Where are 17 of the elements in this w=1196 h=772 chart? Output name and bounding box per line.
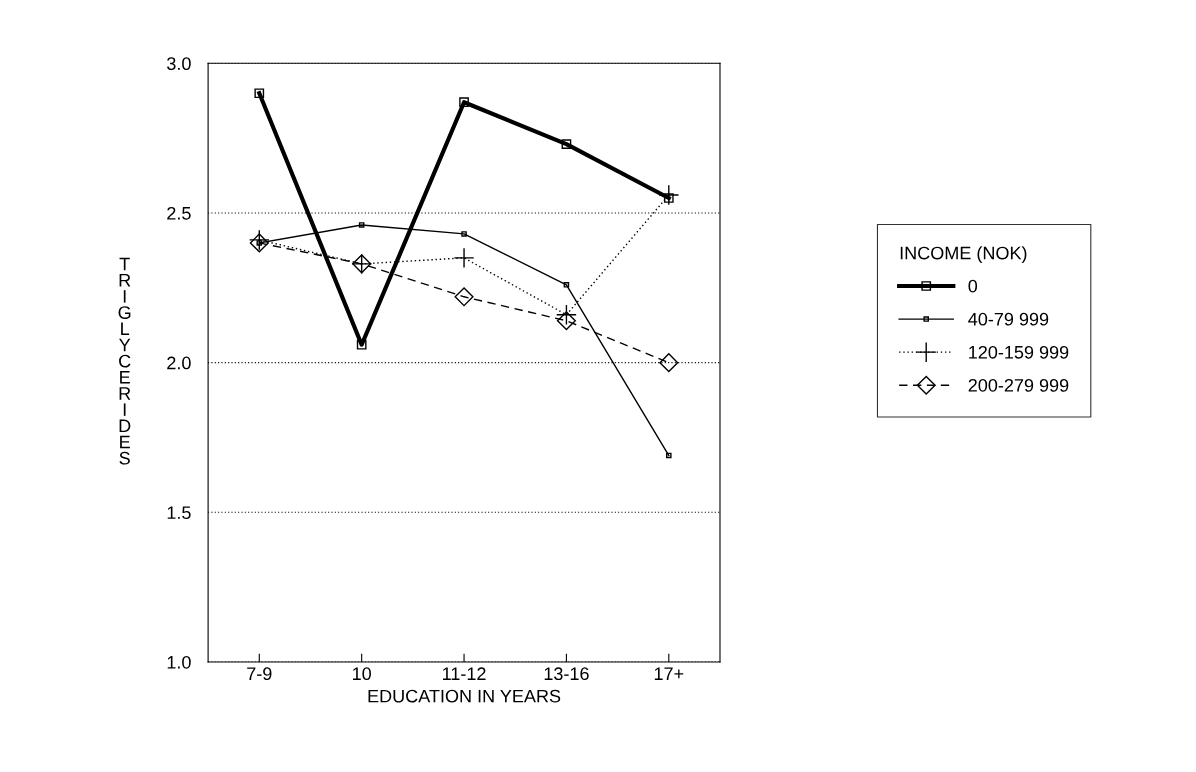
legend-label: 40-79 999 [968, 312, 1049, 326]
text: TRIGLYCERIDES [118, 257, 131, 465]
y-tick-label: 1.5 [167, 506, 191, 520]
x-tick-label: 17+ [654, 667, 684, 680]
legend-label: 200-279 999 [968, 378, 1069, 392]
y-tick-label: 2.5 [167, 206, 191, 220]
x-tick-label: 13-16 [544, 667, 589, 681]
x-tick-label: 7-9 [247, 667, 272, 681]
y-tick-label: 3.0 [167, 57, 191, 71]
y-tick-label: 2.0 [167, 356, 191, 370]
x-axis-title: EDUCATION IN YEARS [368, 689, 561, 703]
x-tick-label: 11-12 [443, 667, 486, 680]
y-tick-label: 1.0 [167, 655, 191, 669]
x-tick-label: 10 [353, 667, 372, 681]
legend-label: 120-159 999 [969, 345, 1069, 359]
legend-label: 0 [968, 279, 978, 293]
legend-title: INCOME (NOK) [900, 246, 1027, 263]
